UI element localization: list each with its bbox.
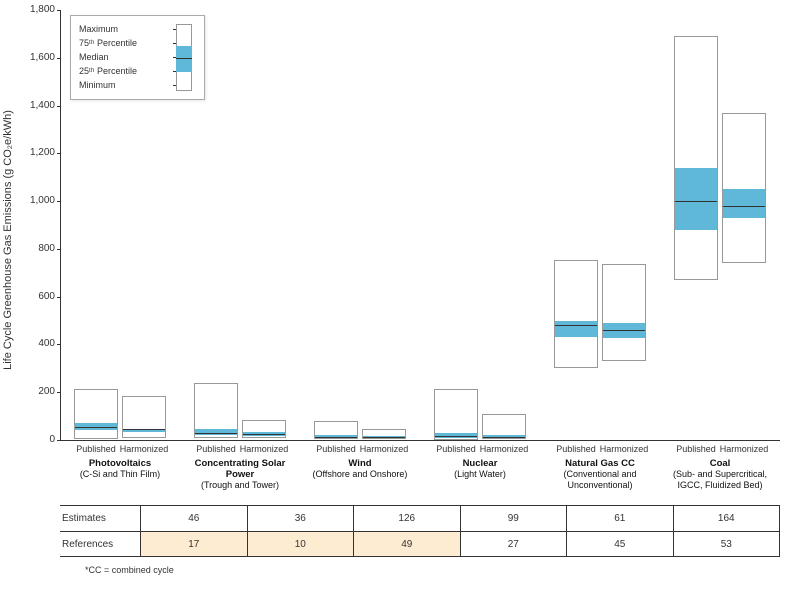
series-label: Published: [551, 444, 601, 454]
series-label: Harmonized: [719, 444, 769, 454]
series-label: Published: [311, 444, 361, 454]
table-cell: 36: [247, 506, 354, 531]
boxplot-median: [603, 330, 645, 331]
table-cell: 164: [673, 506, 781, 531]
series-label: Harmonized: [239, 444, 289, 454]
table-cell: 17: [140, 532, 247, 556]
table-row-label: Estimates: [60, 506, 140, 531]
boxplot-median: [363, 437, 405, 438]
table-row: Estimates46361269961164: [60, 505, 780, 531]
series-label: Published: [671, 444, 721, 454]
boxplot-median: [123, 429, 165, 430]
table-cell: 61: [566, 506, 673, 531]
category-label: Photovoltaics(C-Si and Thin Film): [60, 458, 180, 480]
data-table: Estimates46361269961164References1710492…: [60, 505, 780, 557]
boxplot-median: [675, 201, 717, 202]
table-cell: 126: [353, 506, 460, 531]
table-cell: 45: [566, 532, 673, 556]
legend-label: 75ᵗʰ Percentile: [79, 38, 166, 48]
legend: Maximum 75ᵗʰ Percentile Median 25ᵗʰ Percent…: [70, 15, 205, 100]
boxplot-median: [243, 434, 285, 435]
table-row-label: References: [60, 532, 140, 556]
table-cell: 46: [140, 506, 247, 531]
table-cell: 53: [673, 532, 781, 556]
footnote: *CC = combined cycle: [85, 565, 174, 575]
legend-label: Median: [79, 52, 166, 62]
boxplot-median: [483, 437, 525, 438]
series-label: Harmonized: [359, 444, 409, 454]
boxplot-whisker: [554, 260, 598, 369]
table-row: References171049274553: [60, 531, 780, 557]
category-label: Wind(Offshore and Onshore): [300, 458, 420, 480]
boxplot-median: [315, 437, 357, 438]
category-label: Concentrating Solar Power(Trough and Tow…: [180, 458, 300, 491]
series-label: Published: [191, 444, 241, 454]
table-cell: 49: [353, 532, 460, 556]
table-cell: 27: [460, 532, 567, 556]
table-cell: 10: [247, 532, 354, 556]
boxplot-median: [435, 436, 477, 437]
table-cell: 99: [460, 506, 567, 531]
category-label: Nuclear(Light Water): [420, 458, 540, 480]
category-label: Natural Gas CC(Conventional and Unconven…: [540, 458, 660, 491]
series-label: Harmonized: [599, 444, 649, 454]
series-label: Harmonized: [479, 444, 529, 454]
boxplot-whisker: [74, 389, 118, 439]
legend-label: Minimum: [79, 80, 166, 90]
boxplot-iqr: [723, 189, 765, 218]
category-label: Coal(Sub- and Supercritical, IGCC, Fluid…: [660, 458, 780, 491]
series-label: Harmonized: [119, 444, 169, 454]
legend-label: Maximum: [79, 24, 166, 34]
boxplot-iqr: [555, 321, 597, 338]
boxplot-median: [723, 206, 765, 207]
boxplot-iqr: [675, 168, 717, 230]
boxplot-whisker: [722, 113, 766, 264]
boxplot-iqr: [195, 429, 237, 435]
legend-label: 25ᵗʰ Percentile: [79, 66, 166, 76]
series-label: Published: [71, 444, 121, 454]
boxplot-whisker: [602, 264, 646, 361]
y-axis-label: Life Cycle Greenhouse Gas Emissions (g C…: [2, 110, 14, 370]
boxplot-median: [75, 427, 117, 428]
boxplot-median: [555, 325, 597, 326]
boxplot-whisker: [674, 36, 718, 280]
series-label: Published: [431, 444, 481, 454]
boxplot-median: [195, 433, 237, 434]
